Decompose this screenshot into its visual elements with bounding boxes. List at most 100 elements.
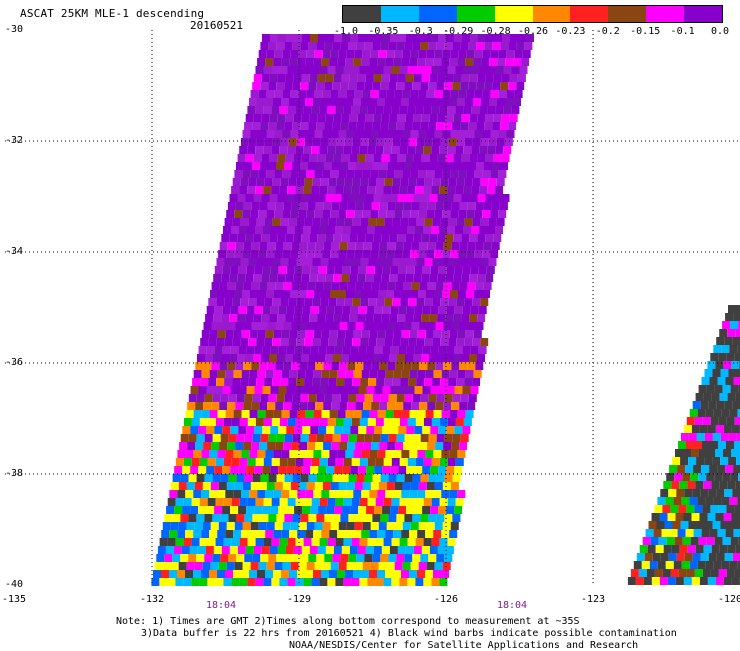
swath-cell: [719, 569, 727, 577]
swath-cell: [305, 450, 313, 458]
swath-cell: [353, 570, 361, 578]
swath-cell: [348, 202, 356, 210]
swath-cell: [438, 154, 446, 162]
swath-cell: [385, 58, 393, 66]
swath-cell: [375, 346, 383, 354]
swath-cell: [664, 545, 672, 553]
swath-cell: [235, 522, 243, 530]
swath-cell: [396, 162, 404, 170]
swath-cell: [372, 202, 380, 210]
swath-cell: [179, 562, 187, 570]
swath-cell: [421, 274, 429, 282]
swath-cell: [262, 506, 270, 514]
swath-cell: [479, 186, 487, 194]
swath-cell: [499, 50, 507, 58]
swath-cell: [433, 258, 441, 266]
swath-cell: [710, 377, 718, 385]
swath-cell: [278, 506, 286, 514]
swath-cell: [195, 362, 203, 370]
swath-cell: [422, 34, 430, 42]
swath-cell: [336, 298, 344, 306]
swath-cell: [329, 98, 337, 106]
swath-cell: [494, 74, 502, 82]
swath-cell: [244, 554, 252, 562]
swath-cell: [335, 578, 343, 586]
swath-cell: [423, 578, 431, 586]
swath-cell: [372, 514, 380, 522]
swath-cell: [687, 569, 695, 577]
swath-cell: [353, 138, 361, 146]
swath-cell: [431, 266, 439, 274]
swath-cell: [458, 370, 466, 378]
swath-cell: [395, 402, 403, 410]
swath-cell: [343, 306, 351, 314]
swath-cell: [457, 178, 465, 186]
swath-cell: [724, 425, 732, 433]
swath-cell: [385, 178, 393, 186]
swath-cell: [281, 450, 289, 458]
swath-cell: [319, 226, 327, 234]
swath-cell: [387, 362, 395, 370]
swath-cell: [300, 554, 308, 562]
swath-cell: [222, 546, 230, 554]
swath-cell: [511, 106, 519, 114]
swath-cell: [200, 538, 208, 546]
swath-cell: [196, 514, 204, 522]
swath-cell: [407, 186, 415, 194]
swath-cell: [728, 393, 736, 401]
swath-cell: [177, 570, 185, 578]
swath-cell: [339, 522, 347, 530]
swath-cell: [516, 42, 524, 50]
swath-cell: [732, 577, 740, 585]
swath-cell: [423, 226, 431, 234]
swath-cell: [715, 385, 723, 393]
swath-cell: [313, 570, 321, 578]
swath-cell: [161, 530, 169, 538]
swath-cell: [240, 378, 248, 386]
swath-cell: [251, 362, 259, 370]
swath-cell: [725, 313, 733, 321]
swath-cell: [732, 337, 740, 345]
swath-cell: [418, 410, 426, 418]
swath-cell: [342, 426, 350, 434]
swath-cell: [719, 329, 727, 337]
swath-cell: [222, 466, 230, 474]
swath-cell: [375, 186, 383, 194]
swath-cell: [312, 538, 320, 546]
swath-cell: [699, 385, 707, 393]
swath-cell: [242, 170, 250, 178]
swath-cell: [410, 330, 418, 338]
swath-cell: [402, 330, 410, 338]
swath-cell: [470, 194, 478, 202]
swath-cell: [437, 434, 445, 442]
swath-cell: [244, 202, 252, 210]
swath-cell: [273, 258, 281, 266]
swath-cell: [352, 338, 360, 346]
swath-cell: [297, 530, 305, 538]
swath-cell: [289, 530, 297, 538]
swath-cell: [377, 490, 385, 498]
swath-cell: [372, 554, 380, 562]
swath-cell: [183, 578, 191, 586]
swath-cell: [728, 305, 736, 313]
swath-cell: [337, 98, 345, 106]
swath-cell: [631, 569, 639, 577]
swath-cell: [364, 282, 372, 290]
swath-cell: [680, 545, 688, 553]
swath-cell: [484, 242, 492, 250]
swath-cell: [732, 425, 740, 433]
swath-cell: [455, 266, 463, 274]
swath-cell: [376, 378, 384, 386]
swath-cell: [182, 426, 190, 434]
swath-cell: [496, 66, 504, 74]
swath-cell: [209, 530, 217, 538]
swath-cell: [352, 378, 360, 386]
swath-cell: [325, 314, 333, 322]
swath-cell: [448, 418, 456, 426]
swath-cell: [268, 82, 276, 90]
swath-cell: [364, 202, 372, 210]
swath-cell: [487, 146, 495, 154]
swath-cell: [650, 561, 658, 569]
swath-cell: [354, 250, 362, 258]
swath-cell: [244, 282, 252, 290]
